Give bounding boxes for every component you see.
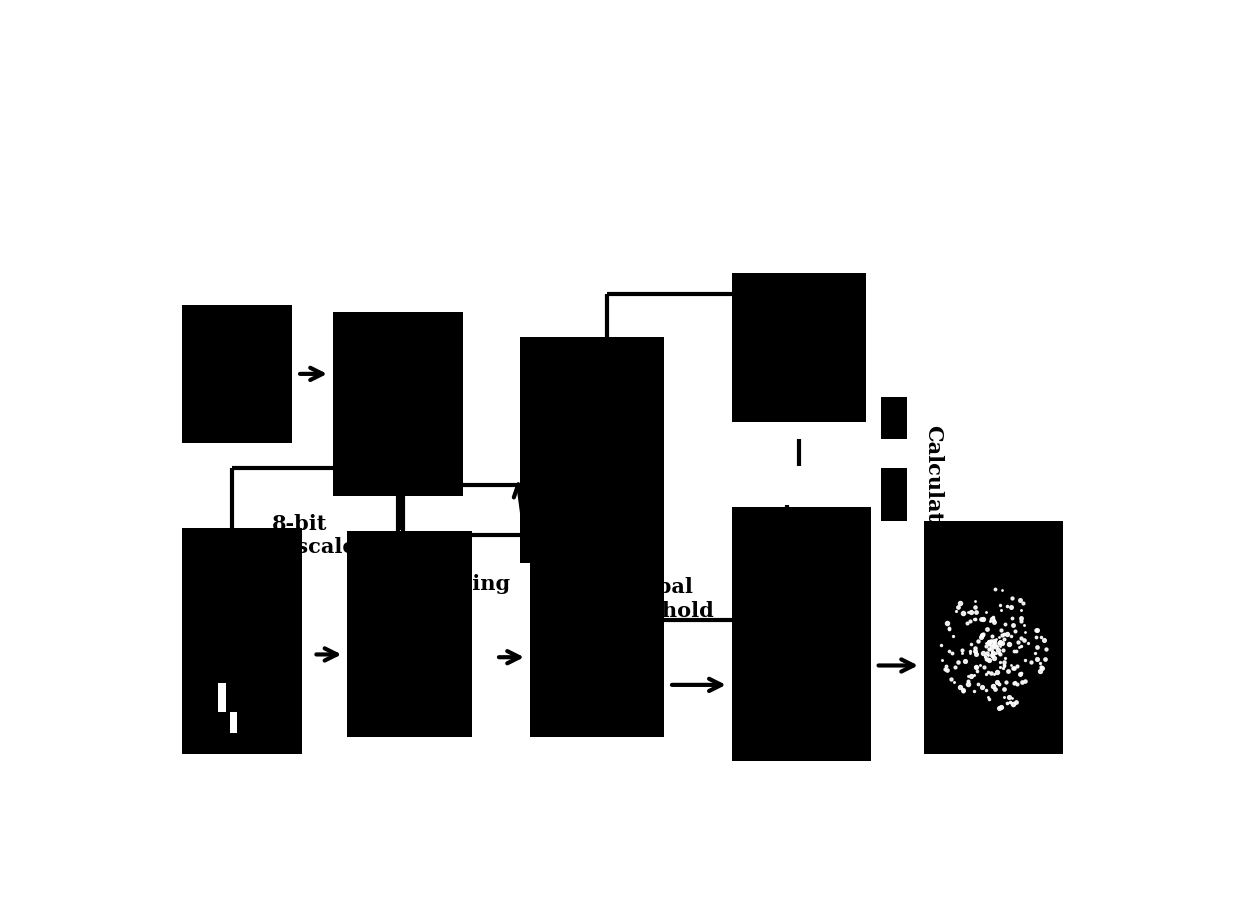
Bar [347, 531, 472, 736]
Bar [732, 506, 870, 761]
Bar [218, 684, 226, 711]
Text: 8-bit
Grayscale: 8-bit Grayscale [242, 514, 356, 557]
Bar [229, 711, 237, 733]
Bar [332, 312, 463, 496]
Bar [529, 528, 665, 736]
Text: Calculation: Calculation [924, 425, 944, 560]
Bar [521, 336, 665, 563]
Bar [924, 521, 1063, 754]
Bar [880, 397, 908, 439]
Text: Denoising: Denoising [392, 573, 510, 594]
Bar [732, 273, 867, 422]
Text: Global
Threshold: Global Threshold [595, 577, 714, 620]
Bar [880, 468, 908, 521]
Bar [182, 305, 293, 443]
Bar [182, 528, 303, 754]
